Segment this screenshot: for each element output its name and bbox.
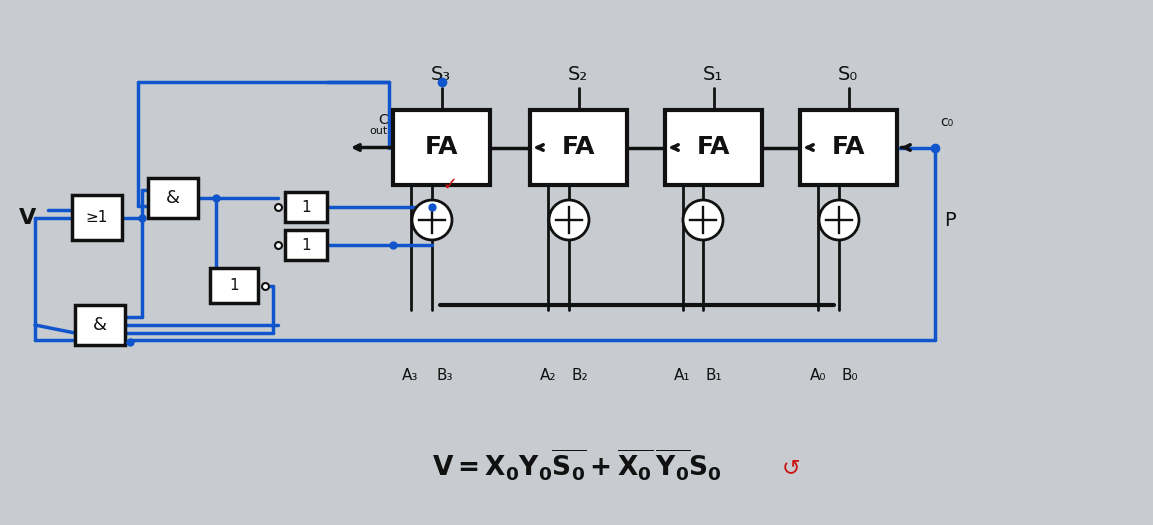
Bar — [148, 178, 198, 218]
Bar — [285, 230, 327, 260]
Bar — [393, 110, 490, 185]
Text: S₂: S₂ — [568, 66, 588, 85]
Text: ✓: ✓ — [443, 176, 458, 194]
Text: A₀: A₀ — [809, 368, 827, 383]
Bar — [210, 268, 258, 303]
Text: A₁: A₁ — [673, 368, 691, 383]
Bar — [800, 110, 897, 185]
Bar — [75, 305, 125, 345]
Text: C: C — [378, 113, 389, 127]
Text: A₃: A₃ — [401, 368, 419, 383]
Bar — [285, 192, 327, 222]
Text: c₀: c₀ — [940, 115, 954, 129]
Text: B₀: B₀ — [842, 368, 858, 383]
Bar — [71, 195, 122, 240]
Text: FA: FA — [696, 135, 730, 160]
Text: S₀: S₀ — [838, 66, 858, 85]
Text: S₃: S₃ — [431, 66, 451, 85]
Text: B₃: B₃ — [437, 368, 453, 383]
Bar — [530, 110, 627, 185]
Text: ↺: ↺ — [782, 458, 801, 478]
Text: A₂: A₂ — [540, 368, 556, 383]
Text: FA: FA — [831, 135, 865, 160]
Text: &: & — [93, 316, 107, 334]
Text: 1: 1 — [301, 200, 311, 215]
Circle shape — [819, 200, 859, 240]
Text: V: V — [20, 207, 37, 227]
Text: $\mathbf{V = X_0Y_0\overline{S_0} + \overline{X_0}\,\overline{Y_0}S_0}$: $\mathbf{V = X_0Y_0\overline{S_0} + \ove… — [431, 447, 722, 482]
Bar — [665, 110, 762, 185]
Text: ≥1: ≥1 — [85, 210, 108, 225]
Text: &: & — [166, 189, 180, 207]
Text: FA: FA — [424, 135, 458, 160]
Circle shape — [549, 200, 589, 240]
Text: B₁: B₁ — [706, 368, 722, 383]
Text: P: P — [944, 211, 956, 229]
Text: FA: FA — [562, 135, 595, 160]
Text: B₂: B₂ — [572, 368, 588, 383]
Text: 1: 1 — [301, 237, 311, 253]
Text: 1: 1 — [229, 278, 239, 293]
Text: S₁: S₁ — [703, 66, 723, 85]
Text: out: out — [370, 126, 389, 136]
Circle shape — [683, 200, 723, 240]
Circle shape — [412, 200, 452, 240]
